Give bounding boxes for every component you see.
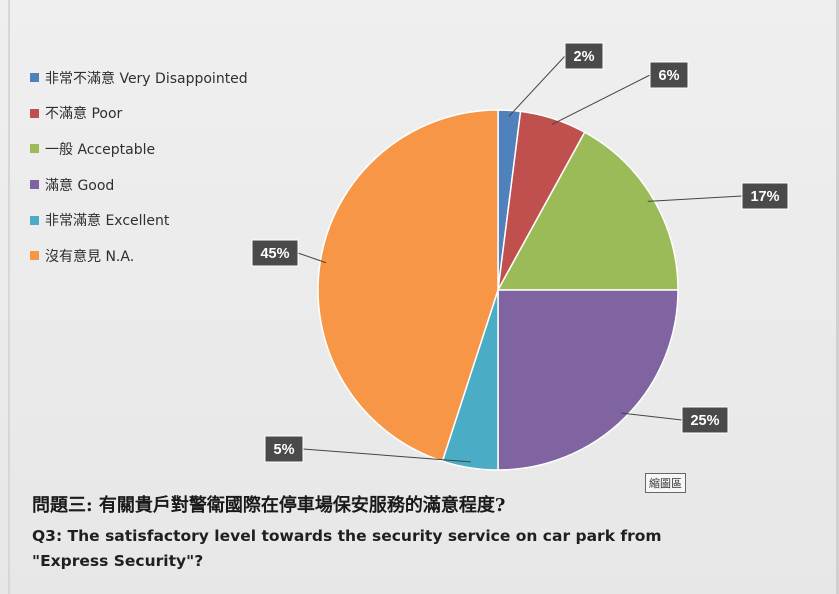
leader-line	[508, 55, 566, 117]
leader-line	[620, 412, 683, 421]
chart-subtitle: Q3: The satisfactory level towards the s…	[32, 524, 692, 574]
legend-label: 非常不滿意 Very Disappointed	[45, 70, 248, 87]
data-label-box	[741, 182, 789, 210]
legend-item: 沒有意見 N.A.	[30, 238, 248, 274]
data-label-box	[251, 239, 299, 267]
pie-slice	[497, 289, 679, 471]
data-label: 25%	[681, 406, 729, 434]
data-label: 2%	[564, 42, 604, 70]
leader-line	[647, 195, 743, 202]
legend-swatch	[30, 251, 39, 261]
legend-label: 一般 Acceptable	[45, 141, 156, 158]
left-frame-edge	[8, 0, 10, 594]
legend-item: 非常不滿意 Very Disappointed	[30, 60, 248, 96]
stamp-label: 縮圖區	[645, 473, 686, 493]
data-label: 45%	[251, 239, 299, 267]
chart-subtitle-text: Q3: The satisfactory level towards the s…	[32, 527, 662, 570]
legend-label: 沒有意見 N.A.	[45, 248, 135, 265]
legend-label: 滿意 Good	[45, 177, 115, 194]
data-label: 17%	[741, 182, 789, 210]
leader-line	[297, 252, 327, 264]
legend-item: 不滿意 Poor	[30, 96, 248, 132]
data-label: 6%	[649, 61, 689, 89]
legend-swatch	[30, 108, 39, 118]
data-label-text: 6%	[659, 68, 680, 84]
data-label-box	[564, 42, 604, 70]
data-label: 5%	[264, 435, 304, 463]
data-label-text: 17%	[750, 189, 779, 205]
data-label-text: 25%	[690, 413, 719, 429]
pie-slice	[317, 109, 499, 463]
pie-slices	[317, 109, 679, 471]
legend-swatch	[30, 215, 39, 225]
data-label-text: 45%	[260, 246, 289, 262]
leader-line	[302, 448, 471, 463]
legend-item: 非常滿意 Excellent	[30, 202, 248, 238]
legend-label: 不滿意 Poor	[45, 106, 123, 123]
pie-slice	[496, 131, 679, 291]
data-label-text: 2%	[574, 49, 595, 65]
data-label-box	[649, 61, 689, 89]
leader-line	[551, 74, 651, 125]
data-label-box	[681, 406, 729, 434]
chart-title: 問題三: 有關貴戶對警衛國際在停車場保安服務的滿意程度?	[32, 495, 506, 516]
legend-swatch	[30, 144, 39, 154]
legend-swatch	[30, 73, 39, 83]
legend-item: 滿意 Good	[30, 167, 248, 203]
legend-label: 非常滿意 Excellent	[45, 213, 170, 230]
legend-item: 一般 Acceptable	[30, 131, 248, 167]
legend-swatch	[30, 180, 39, 190]
data-label-box	[264, 435, 304, 463]
data-label-text: 5%	[274, 442, 295, 458]
right-frame-edge	[836, 0, 839, 594]
chart-legend: 非常不滿意 Very Disappointed 不滿意 Poor 一般 Accept…	[30, 60, 248, 274]
